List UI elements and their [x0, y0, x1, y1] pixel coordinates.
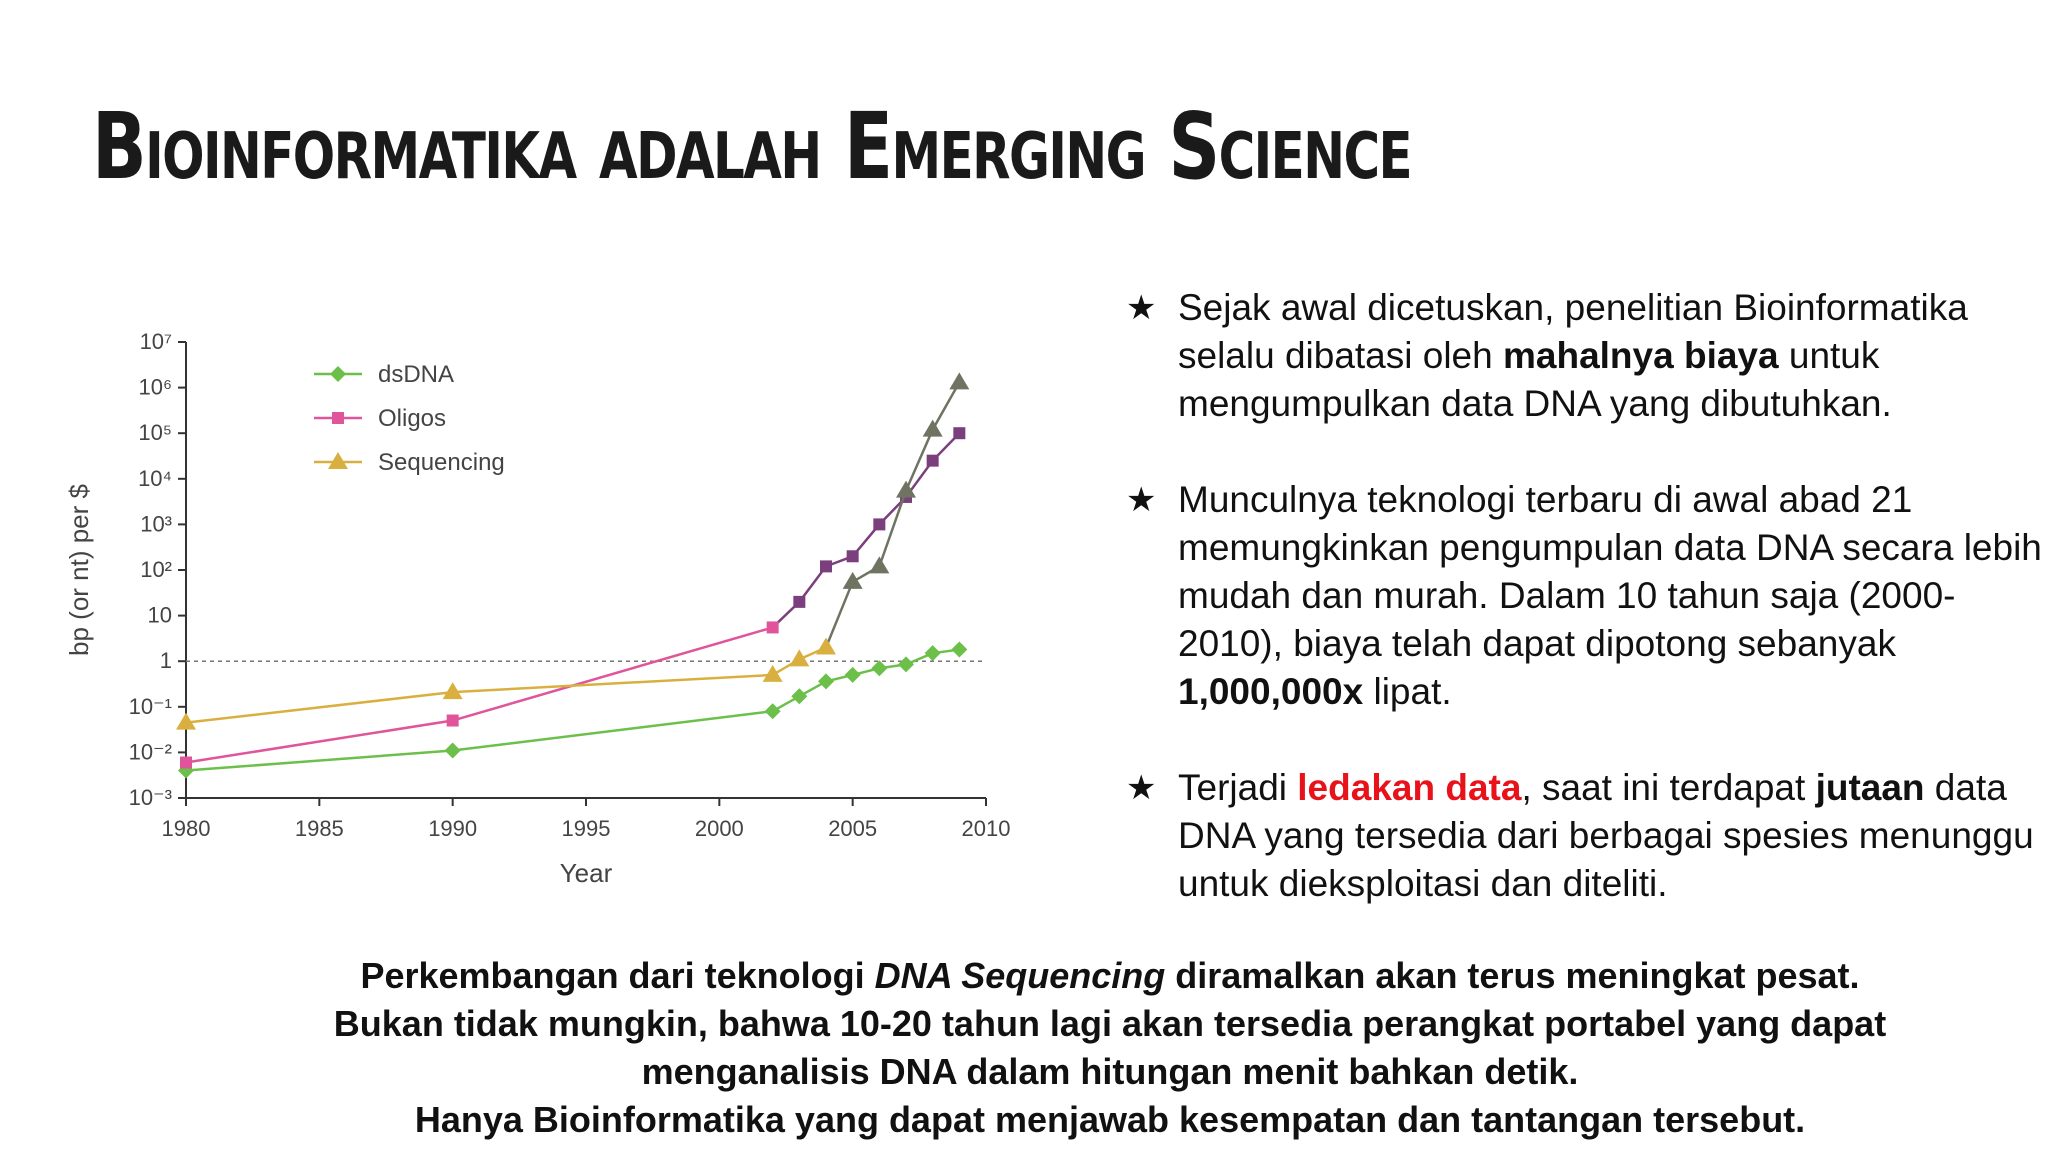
footer-statement: Perkembangan dari teknologi DNA Sequenci…: [160, 952, 2048, 1144]
series-line-dsdna: [185, 648, 960, 772]
footer-line-2: Bukan tidak mungkin, bahwa 10-20 tahun l…: [333, 1003, 1887, 1044]
bullet-item-data-explosion: ★ Terjadi ledakan data, saat ini terdapa…: [1126, 764, 2046, 908]
y-tick-label: 10⁻³: [129, 785, 172, 810]
bullet-list: ★ Sejak awal dicetuskan, penelitian Bioi…: [1126, 284, 2046, 956]
y-tick-label: 10⁻¹: [129, 694, 172, 719]
data-point-oligos: [820, 560, 832, 573]
bullet-text: , saat ini terdapat: [1521, 767, 1816, 808]
data-point-sequencing: [816, 637, 836, 655]
data-point-dsdna: [898, 656, 914, 673]
legend-marker: [330, 366, 346, 382]
star-icon: ★: [1126, 481, 1157, 519]
data-point-oligos: [926, 454, 939, 467]
x-tick-label: 1990: [428, 816, 477, 841]
data-point-sequencing: [896, 480, 916, 498]
data-point-sequencing: [789, 649, 810, 667]
bullet-text: lipat.: [1363, 671, 1452, 712]
legend-label: dsDNA: [378, 361, 454, 388]
data-point-sequencing: [869, 556, 890, 574]
x-tick-label: 1995: [562, 816, 611, 841]
data-point-sequencing: [762, 664, 783, 682]
y-tick-label: 10⁷: [140, 329, 172, 354]
series-line-sequencing: [185, 646, 827, 724]
bullet-text: Terjadi: [1178, 767, 1298, 808]
bullet-item-technology: ★ Munculnya teknologi terbaru di awal ab…: [1126, 476, 2046, 716]
data-point-oligos: [446, 714, 459, 727]
data-point-dsdna: [818, 673, 834, 690]
footer-text: diramalkan akan terus meningkat pesat.: [1165, 955, 1860, 996]
footer-line-1: Perkembangan dari teknologi DNA Sequenci…: [160, 952, 2048, 1000]
data-point-dsdna: [764, 703, 781, 720]
footer-italic-term: DNA Sequencing: [874, 955, 1166, 996]
y-tick-label: 10: [148, 603, 172, 628]
bullet-text: Sejak awal dicetuskan, penelitian Bioinf…: [1178, 287, 1968, 376]
data-point-sequencing: [176, 712, 196, 730]
y-tick-label: 10²: [140, 557, 172, 582]
data-point-dsdna: [924, 645, 941, 662]
footer-line-3: menganalisis DNA dalam hitungan menit ba…: [641, 1051, 1579, 1092]
y-tick-label: 10⁵: [138, 420, 172, 445]
star-icon: ★: [1126, 289, 1157, 327]
legend-label: Sequencing: [378, 449, 505, 476]
bullet-highlight-red: ledakan data: [1297, 767, 1522, 808]
y-tick-label: 1: [160, 648, 172, 673]
bullet-emphasis: 1,000,000x: [1178, 671, 1364, 712]
data-point-sequencing: [949, 372, 970, 390]
y-tick-label: 10⁻²: [129, 739, 172, 764]
star-icon: ★: [1126, 769, 1157, 807]
data-point-oligos: [953, 427, 966, 440]
series-line-sequencing-late: [824, 381, 961, 648]
bullet-emphasis: jutaan: [1815, 767, 1925, 808]
bullet-text: data DNA yang tersedia dari berbagai spe…: [1178, 767, 2034, 904]
y-tick-label: 10³: [140, 511, 172, 536]
data-point-sequencing: [842, 571, 863, 589]
x-tick-label: 1985: [295, 816, 344, 841]
bullet-text: Munculnya teknologi terbaru di awal abad…: [1178, 479, 2042, 664]
legend-label: Oligos: [378, 405, 446, 432]
x-tick-label: 2005: [828, 816, 877, 841]
cost-chart: 10⁷ 10⁶ 10⁵ 10⁴ 10³ 10² 10 1 10⁻¹ 10⁻² 10⁻³ 1980 198…: [64, 329, 1011, 888]
x-axis-label: Year: [560, 858, 613, 888]
chart-container: 10⁷ 10⁶ 10⁵ 10⁴ 10³ 10² 10 1 10⁻¹ 10⁻² 10⁻³ 1980 198…: [60, 310, 1020, 910]
slide-title: Bioinformatika adalah Emerging Science: [92, 93, 1413, 200]
x-tick-label: 2010: [962, 816, 1011, 841]
y-tick-label: 10⁶: [138, 375, 172, 400]
data-point-dsdna: [178, 762, 194, 779]
data-point-oligos: [793, 595, 806, 608]
footer-line-4: Hanya Bioinformatika yang dapat menjawab…: [414, 1099, 1806, 1140]
y-tick-label: 10⁴: [138, 466, 172, 491]
data-point-dsdna: [871, 660, 888, 677]
data-point-dsdna: [951, 641, 968, 658]
data-point-oligos: [873, 518, 886, 531]
x-tick-label: 2000: [695, 816, 744, 841]
x-tick-label: 1980: [162, 816, 211, 841]
data-point-oligos: [846, 550, 859, 563]
bullet-emphasis: mahalnya biaya: [1503, 335, 1779, 376]
legend-marker: [332, 412, 344, 424]
data-point-oligos: [180, 756, 192, 769]
data-point-dsdna: [444, 742, 461, 759]
series-line-oligos: [185, 626, 774, 764]
data-point-sequencing: [922, 419, 943, 437]
data-point-sequencing: [442, 682, 463, 700]
y-axis-label: bp (or nt) per $: [64, 483, 94, 656]
footer-text: Perkembangan dari teknologi: [360, 955, 875, 996]
data-point-oligos: [766, 621, 779, 634]
data-point-dsdna: [844, 666, 861, 683]
legend-marker: [328, 452, 348, 469]
bullet-item-cost: ★ Sejak awal dicetuskan, penelitian Bioi…: [1126, 284, 2046, 428]
bullet-text: untuk mengumpulkan data DNA yang dibutuh…: [1178, 335, 1892, 424]
data-point-dsdna: [791, 688, 808, 705]
